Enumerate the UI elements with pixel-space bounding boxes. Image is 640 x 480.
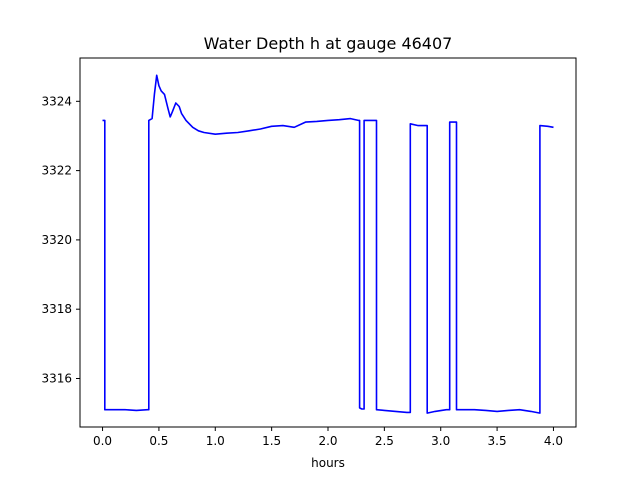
plot-frame: [79, 57, 577, 428]
y-tick-label: 3322: [41, 164, 72, 178]
y-tick-label: 3324: [41, 94, 72, 108]
x-tick-label: 1.0: [206, 434, 225, 448]
x-tick-label: 0.0: [93, 434, 112, 448]
x-tick-label: 3.5: [488, 434, 507, 448]
series-layer: [102, 74, 554, 414]
y-tick-label: 3320: [41, 233, 72, 247]
x-tick-label: 1.5: [262, 434, 281, 448]
x-axis: 0.0 0.5 1.0 1.5 2.0 2.5 3.0 3.5 4.0: [93, 427, 563, 448]
chart-title: Water Depth h at gauge 46407: [204, 34, 453, 53]
y-tick-label: 3316: [41, 371, 72, 385]
x-axis-label: hours: [311, 456, 345, 470]
y-tick-label: 3318: [41, 302, 72, 316]
x-tick-label: 4.0: [544, 434, 563, 448]
series-line: [102, 74, 554, 414]
x-tick-label: 3.0: [431, 434, 450, 448]
x-tick-label: 2.0: [318, 434, 337, 448]
x-tick-label: 0.5: [149, 434, 168, 448]
y-axis: 3316 3318 3320 3322 3324: [41, 94, 80, 385]
x-tick-label: 2.5: [375, 434, 394, 448]
